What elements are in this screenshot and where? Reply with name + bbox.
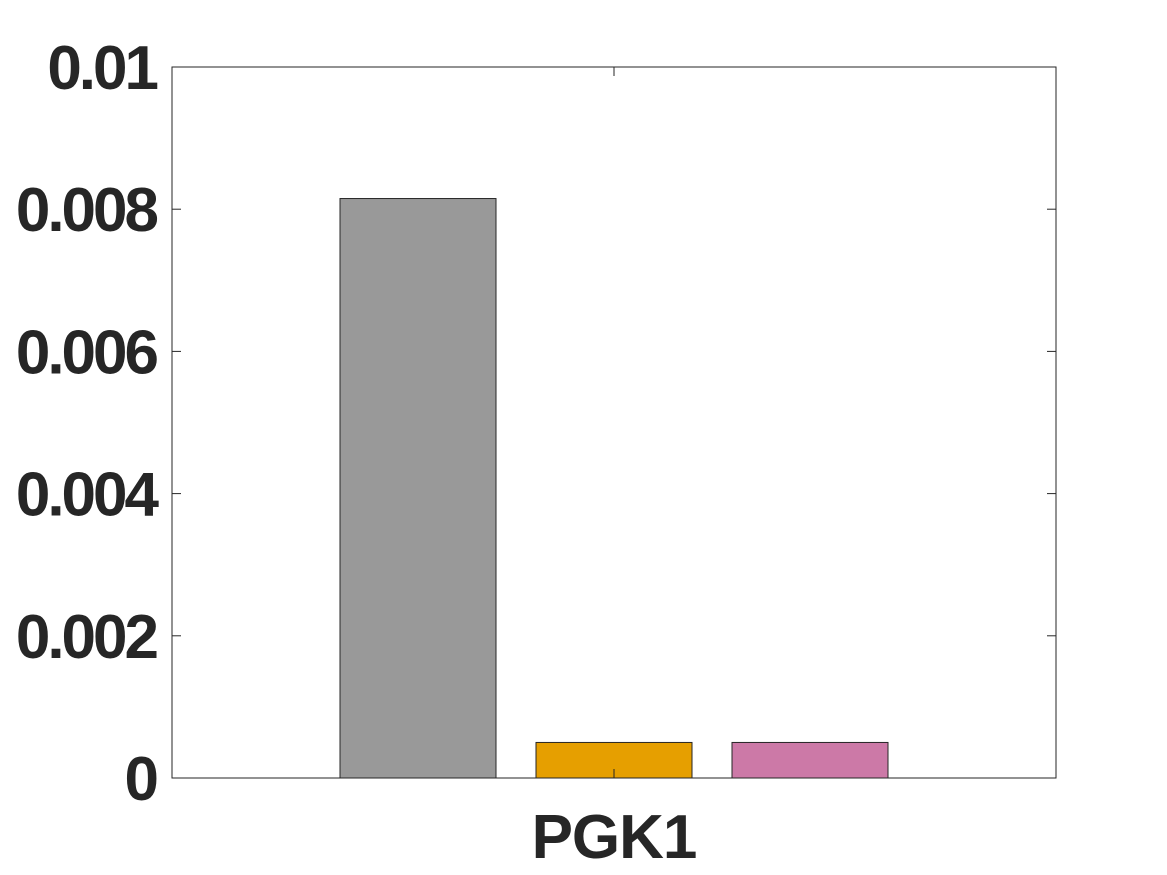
bar-pgk1-series-3: [731, 741, 889, 779]
bars-layer: [339, 198, 889, 779]
bar-pgk1-series-1: [339, 198, 497, 779]
labels-layer: 0 0.002 0.004 0.006 0.008 0.01 PGK1: [16, 34, 698, 872]
y-tick-label-5: 0.01: [47, 34, 157, 103]
y-tick-label-4: 0.008: [16, 176, 158, 245]
y-tick-label-3: 0.006: [16, 318, 158, 387]
y-tick-label-0: 0: [125, 745, 157, 814]
x-category-label-0: PGK1: [532, 803, 697, 872]
y-tick-label-1: 0.002: [16, 603, 157, 672]
y-tick-label-2: 0.004: [16, 461, 160, 530]
ticks-layer: [172, 66, 1056, 779]
